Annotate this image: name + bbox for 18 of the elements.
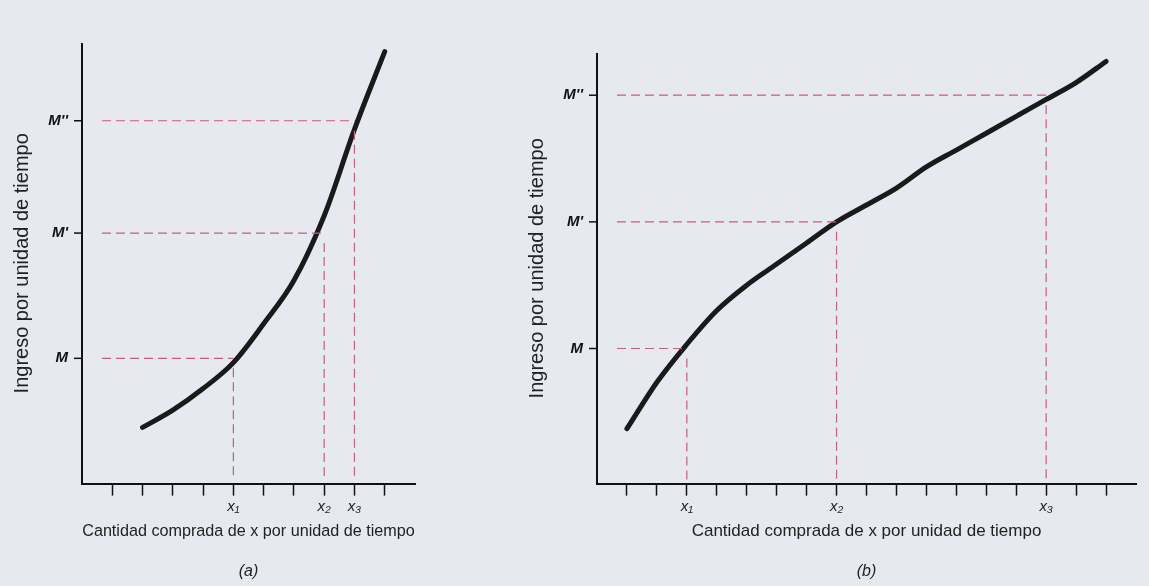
y-axis-title: Ingreso por unidad de tiempo bbox=[9, 133, 32, 394]
x-tick-label: x₂ bbox=[316, 496, 332, 514]
x-axis-title: Cantidad comprada de x por unidad de tiempo bbox=[82, 521, 415, 541]
x-tick-label: x₂ bbox=[828, 496, 844, 514]
ref-line-label: M'' bbox=[48, 110, 69, 128]
ref-line-label: M bbox=[570, 338, 584, 356]
text: (b) bbox=[856, 562, 877, 580]
y-axis-title: Ingreso por unidad de tiempo bbox=[524, 138, 547, 399]
x-tick-label: x₃ bbox=[346, 496, 362, 514]
ref-line-label: M'' bbox=[563, 85, 584, 103]
ref-line-label: M' bbox=[51, 223, 69, 241]
x-tick-label: x₃ bbox=[1038, 496, 1053, 514]
x-axis-title: Cantidad comprada de x por unidad de tiempo bbox=[691, 521, 1042, 541]
text: (a) bbox=[238, 562, 259, 580]
ref-line-label: M' bbox=[566, 212, 584, 229]
x-tick-label: x₁ bbox=[679, 496, 694, 514]
x-tick-label: x₁ bbox=[226, 496, 240, 514]
ref-line-label: M bbox=[55, 348, 69, 366]
